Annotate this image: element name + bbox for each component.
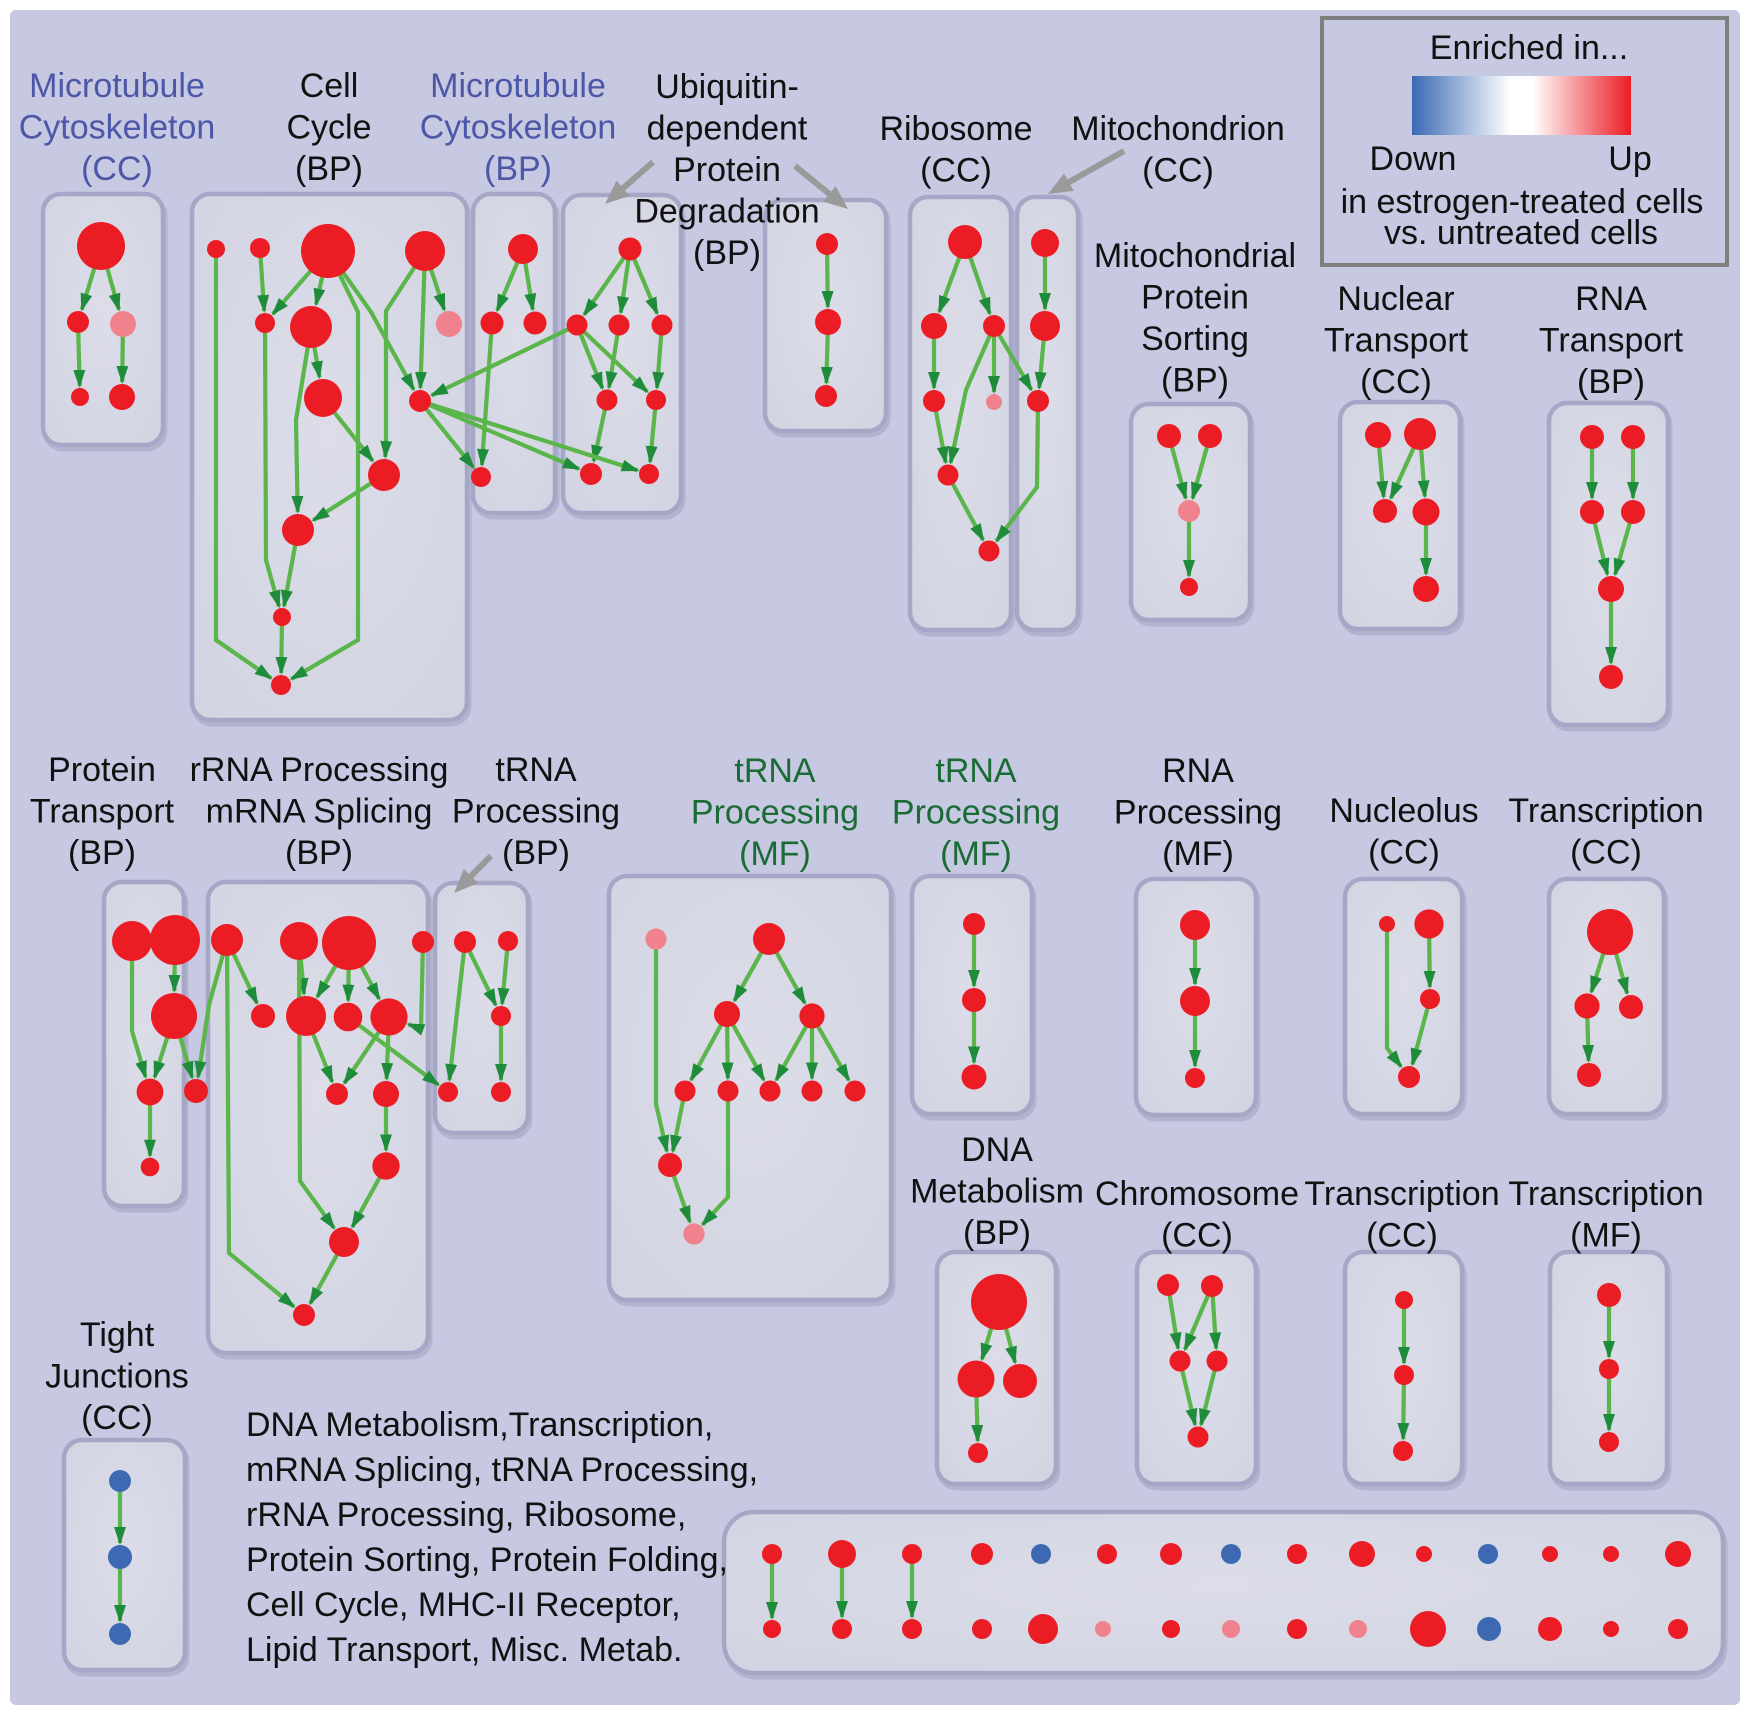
svg-text:(BP): (BP) bbox=[285, 834, 353, 872]
svg-text:Ribosome: Ribosome bbox=[879, 110, 1032, 148]
svg-text:(BP): (BP) bbox=[484, 150, 552, 188]
svg-text:(BP): (BP) bbox=[1161, 362, 1229, 400]
svg-text:tRNA: tRNA bbox=[935, 752, 1017, 790]
svg-text:vs. untreated cells: vs. untreated cells bbox=[1384, 214, 1658, 252]
svg-text:Protein: Protein bbox=[1141, 279, 1249, 317]
svg-text:(BP): (BP) bbox=[502, 834, 570, 872]
svg-text:DNA Metabolism,Transcription,: DNA Metabolism,Transcription, bbox=[246, 1406, 713, 1444]
svg-text:Transcription: Transcription bbox=[1304, 1175, 1499, 1213]
svg-text:Processing: Processing bbox=[1114, 794, 1282, 832]
svg-text:Chromosome: Chromosome bbox=[1095, 1175, 1299, 1213]
svg-text:Transcription: Transcription bbox=[1508, 792, 1703, 830]
svg-text:DNA: DNA bbox=[961, 1131, 1033, 1169]
svg-text:Mitochondrial: Mitochondrial bbox=[1094, 237, 1296, 275]
svg-text:Junctions: Junctions bbox=[45, 1358, 189, 1396]
svg-text:Protein Sorting, Protein Foldi: Protein Sorting, Protein Folding, bbox=[246, 1541, 728, 1579]
svg-text:Nuclear: Nuclear bbox=[1337, 280, 1454, 318]
svg-text:Protein: Protein bbox=[673, 151, 781, 189]
svg-text:Cell Cycle, MHC-II Receptor,: Cell Cycle, MHC-II Receptor, bbox=[246, 1586, 681, 1624]
svg-text:mRNA Splicing: mRNA Splicing bbox=[206, 793, 433, 831]
svg-text:(CC): (CC) bbox=[81, 150, 153, 188]
svg-text:(MF): (MF) bbox=[1570, 1217, 1642, 1255]
svg-text:Microtubule: Microtubule bbox=[430, 67, 606, 105]
svg-text:Mitochondrion: Mitochondrion bbox=[1071, 110, 1285, 148]
svg-text:(CC): (CC) bbox=[1161, 1217, 1233, 1255]
svg-text:Protein: Protein bbox=[48, 751, 156, 789]
svg-text:(CC): (CC) bbox=[1368, 834, 1440, 872]
svg-text:in estrogen-treated cells: in estrogen-treated cells bbox=[1341, 183, 1704, 221]
svg-text:Sorting: Sorting bbox=[1141, 320, 1249, 358]
svg-text:Processing: Processing bbox=[452, 793, 620, 831]
svg-text:Processing: Processing bbox=[691, 794, 859, 832]
svg-text:Processing: Processing bbox=[892, 794, 1060, 832]
svg-text:Ubiquitin-: Ubiquitin- bbox=[655, 68, 799, 106]
svg-text:(BP): (BP) bbox=[1577, 363, 1645, 401]
svg-text:(CC): (CC) bbox=[1366, 1217, 1438, 1255]
svg-text:RNA: RNA bbox=[1162, 752, 1234, 790]
svg-text:tRNA: tRNA bbox=[495, 751, 577, 789]
svg-text:RNA: RNA bbox=[1575, 280, 1647, 318]
svg-text:Cell: Cell bbox=[300, 67, 359, 105]
svg-text:Down: Down bbox=[1370, 140, 1457, 178]
svg-text:Transport: Transport bbox=[1324, 322, 1469, 360]
svg-text:Cytoskeleton: Cytoskeleton bbox=[19, 109, 216, 147]
svg-text:mRNA Splicing, tRNA Processing: mRNA Splicing, tRNA Processing, bbox=[246, 1451, 758, 1489]
svg-text:rRNA Processing: rRNA Processing bbox=[190, 751, 449, 789]
svg-text:rRNA Processing, Ribosome,: rRNA Processing, Ribosome, bbox=[246, 1496, 686, 1534]
svg-text:(BP): (BP) bbox=[693, 234, 761, 272]
svg-text:Metabolism: Metabolism bbox=[910, 1173, 1084, 1211]
svg-text:Enriched in...: Enriched in... bbox=[1430, 29, 1628, 67]
svg-text:Transport: Transport bbox=[30, 793, 175, 831]
svg-text:dependent: dependent bbox=[647, 110, 808, 148]
svg-text:(BP): (BP) bbox=[963, 1214, 1031, 1252]
svg-text:Tight: Tight bbox=[80, 1316, 155, 1354]
svg-text:Cycle: Cycle bbox=[286, 109, 371, 147]
svg-text:(CC): (CC) bbox=[1360, 363, 1432, 401]
svg-text:Cytoskeleton: Cytoskeleton bbox=[420, 109, 617, 147]
svg-text:(CC): (CC) bbox=[1142, 152, 1214, 190]
svg-text:(MF): (MF) bbox=[940, 835, 1012, 873]
svg-text:(BP): (BP) bbox=[295, 150, 363, 188]
svg-text:(BP): (BP) bbox=[68, 834, 136, 872]
svg-text:Up: Up bbox=[1608, 140, 1651, 178]
svg-text:(MF): (MF) bbox=[1162, 835, 1234, 873]
svg-text:Microtubule: Microtubule bbox=[29, 67, 205, 105]
svg-text:Transcription: Transcription bbox=[1508, 1175, 1703, 1213]
svg-text:(CC): (CC) bbox=[81, 1399, 153, 1437]
svg-text:(MF): (MF) bbox=[739, 835, 811, 873]
svg-text:Degradation: Degradation bbox=[634, 193, 819, 231]
svg-text:Lipid Transport, Misc. Metab.: Lipid Transport, Misc. Metab. bbox=[246, 1631, 683, 1669]
svg-text:tRNA: tRNA bbox=[734, 752, 816, 790]
svg-text:Transport: Transport bbox=[1539, 322, 1684, 360]
svg-text:(CC): (CC) bbox=[920, 152, 992, 190]
svg-text:Nucleolus: Nucleolus bbox=[1329, 792, 1478, 830]
svg-text:(CC): (CC) bbox=[1570, 834, 1642, 872]
